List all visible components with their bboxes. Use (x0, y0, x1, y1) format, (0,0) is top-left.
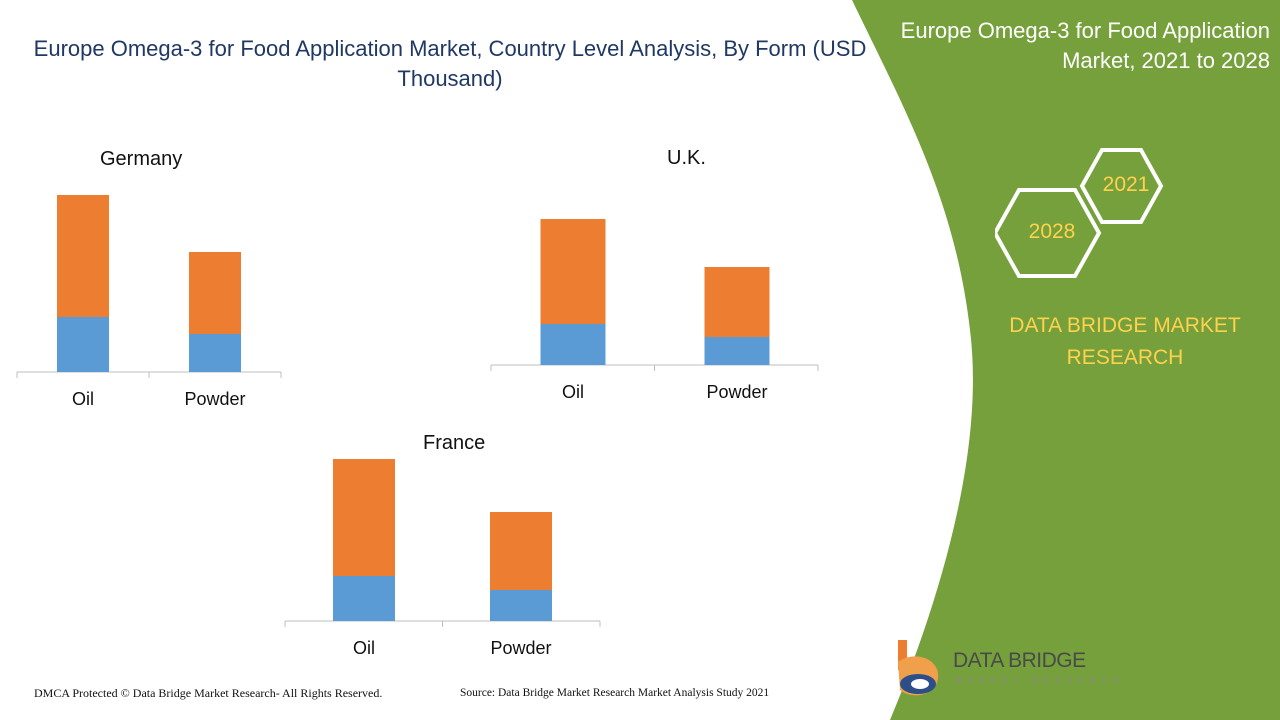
logo-name: DATA BRIDGE (953, 649, 1086, 672)
hexagon-icons (995, 148, 1164, 278)
category-label-powder: Powder (706, 382, 768, 402)
side-panel-title: Europe Omega-3 for Food Application Mark… (900, 18, 1270, 73)
bar-u-k-powder-segment-2 (704, 267, 770, 337)
category-label-oil: Oil (353, 638, 375, 658)
bar-france-oil-segment-2 (333, 459, 395, 576)
chart-area (16, 195, 819, 627)
bar-u-k-oil-segment-1 (540, 324, 606, 365)
hex-year-2021: 2021 (1102, 173, 1150, 196)
category-label-powder: Powder (490, 638, 552, 658)
bar-france-powder-segment-1 (490, 590, 552, 621)
chart-main-title: Europe Omega-3 for Food Application Mark… (33, 36, 867, 91)
brand-text: DATA BRIDGE MARKET RESEARCH (1009, 314, 1241, 369)
category-label-oil: Oil (562, 382, 584, 402)
bar-france-oil-segment-1 (333, 576, 395, 621)
hexagon-2021-icon (1079, 148, 1164, 224)
logo-tagline: MARKET RESEARCH (955, 676, 1125, 685)
bar-germany-powder-segment-1 (189, 334, 241, 372)
category-label-powder: Powder (184, 389, 246, 409)
hexagon-2028-icon (995, 188, 1102, 278)
category-label-oil: Oil (72, 389, 94, 409)
bar-germany-powder-segment-2 (189, 252, 241, 334)
hex-year-2028: 2028 (1028, 220, 1076, 243)
bar-germany-oil-segment-1 (57, 317, 109, 372)
bar-u-k-powder-segment-1 (704, 337, 770, 365)
bar-germany-oil-segment-2 (57, 195, 109, 317)
chart-title-uk: U.K. (667, 147, 706, 169)
copyright-notice: DMCA Protected © Data Bridge Market Rese… (34, 686, 383, 700)
chart-title-france: France (423, 432, 486, 454)
bar-u-k-oil-segment-2 (540, 219, 606, 324)
chart-title-germany: Germany (100, 148, 183, 170)
source-note: Source: Data Bridge Market Research Mark… (460, 687, 770, 699)
data-bridge-logo-icon (898, 640, 939, 696)
bar-france-powder-segment-2 (490, 512, 552, 590)
